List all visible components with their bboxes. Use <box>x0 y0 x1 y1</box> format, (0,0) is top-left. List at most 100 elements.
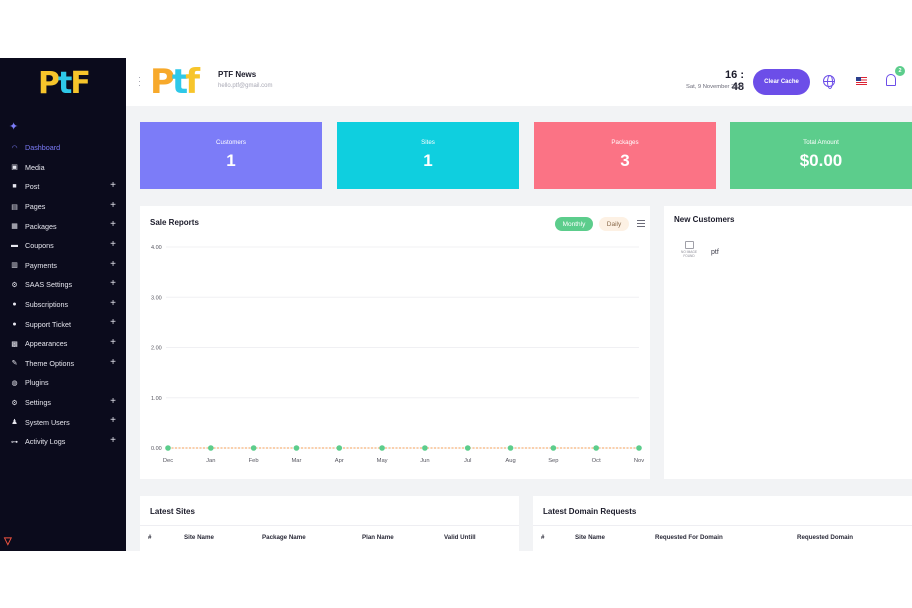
data-point[interactable] <box>379 445 385 451</box>
x-tick-label: Apr <box>335 458 344 464</box>
appearances-icon: ▩ <box>11 340 18 348</box>
data-point[interactable] <box>422 445 428 451</box>
sidebar-item-plugins[interactable]: ◍ Plugins <box>0 373 126 393</box>
sidebar-item-label: Pages <box>25 202 46 212</box>
sale-reports-chart: 0.00 1.00 2.00 3.00 4.00 Dec Jan Feb Mar Apr May Ju… <box>151 245 644 464</box>
expand-plus-icon[interactable]: + <box>110 434 116 446</box>
data-point[interactable] <box>165 445 171 451</box>
x-tick-label: Mar <box>291 458 301 464</box>
expand-plus-icon[interactable]: + <box>110 238 116 250</box>
pushpin-icon[interactable]: ✦ <box>9 121 19 133</box>
data-point[interactable] <box>250 445 257 451</box>
expand-plus-icon[interactable]: + <box>110 317 116 329</box>
tab-monthly[interactable]: Monthly <box>555 217 593 231</box>
payments-icon: ▥ <box>11 262 18 270</box>
expand-plus-icon[interactable]: + <box>110 356 116 368</box>
y-tick-label: 1.00 <box>151 396 162 402</box>
sidebar-item-appearances[interactable]: ▩ Appearances + <box>0 334 126 354</box>
theme-options-icon: ✎ <box>11 360 18 368</box>
y-tick-label: 4.00 <box>151 245 162 251</box>
system-users-icon: ♟ <box>11 419 18 427</box>
site-email: hello.ptf@gmail.com <box>218 83 273 89</box>
sidebar-item-media[interactable]: ▣ Media <box>0 158 126 178</box>
stat-value: $0.00 <box>799 151 843 170</box>
customer-avatar: NO IMAGE FOUND <box>678 241 700 263</box>
stat-value: 1 <box>226 151 236 170</box>
data-point[interactable] <box>507 445 514 451</box>
customer-name[interactable]: ptf <box>711 249 719 256</box>
menu-dots-icon[interactable]: · · · <box>138 72 141 90</box>
subscriptions-icon: ● <box>12 301 17 309</box>
data-point[interactable] <box>464 445 471 451</box>
data-point[interactable] <box>550 445 557 451</box>
x-tick-label: Feb <box>249 458 259 464</box>
top-header: · · · Ptf PTF News hello.ptf@gmail.com 16 … <box>126 58 912 106</box>
sidebar: PtF ✦ ◠ Dashboard ▣ Media ■ Post + ▤ Pages + ▦ Pack… <box>0 58 126 551</box>
stat-card-customers[interactable]: Customers 1 <box>140 122 322 189</box>
us-flag-icon[interactable] <box>856 77 867 85</box>
sidebar-item-saas-settings[interactable]: ⚙ SAAS Settings + <box>0 275 126 295</box>
column-header: Package Name <box>262 534 306 541</box>
sidebar-item-activity-logs[interactable]: ⊶ Activity Logs + <box>0 432 126 452</box>
globe-icon[interactable] <box>823 75 835 89</box>
new-customers-panel: New Customers NO IMAGE FOUND ptf <box>664 206 912 479</box>
stat-card-packages[interactable]: Packages 3 <box>534 122 716 189</box>
stat-label: Packages <box>611 139 639 146</box>
expand-plus-icon[interactable]: + <box>110 258 116 270</box>
data-point[interactable] <box>336 445 343 451</box>
stat-label: Total Amount <box>803 139 839 146</box>
media-icon: ▣ <box>11 164 18 172</box>
y-tick-label: 2.00 <box>151 346 162 352</box>
expand-plus-icon[interactable]: + <box>110 297 116 309</box>
sidebar-item-label: Post <box>25 182 40 192</box>
sidebar-item-post[interactable]: ■ Post + <box>0 177 126 197</box>
bell-icon[interactable] <box>886 74 896 86</box>
sidebar-item-packages[interactable]: ▦ Packages + <box>0 216 126 236</box>
expand-plus-icon[interactable]: + <box>110 415 116 427</box>
sidebar-item-label: Settings <box>25 398 51 408</box>
chart-menu-icon[interactable] <box>637 220 645 227</box>
settings-icon: ⚙ <box>11 399 18 407</box>
laravel-icon: ▽ <box>4 536 12 547</box>
sidebar-item-system-users[interactable]: ♟ System Users + <box>0 412 126 432</box>
new-customers-title: New Customers <box>674 215 735 224</box>
sidebar-item-label: SAAS Settings <box>25 280 73 290</box>
data-point[interactable] <box>636 445 642 451</box>
stat-card-total-amount[interactable]: Total Amount $0.00 <box>730 122 912 189</box>
sidebar-item-coupons[interactable]: ▬ Coupons + <box>0 236 126 256</box>
sidebar-item-label: Plugins <box>25 378 49 388</box>
expand-plus-icon[interactable]: + <box>110 199 116 211</box>
latest-domain-requests-panel: Latest Domain Requests # Site Name Reque… <box>533 496 912 551</box>
sidebar-item-theme-options[interactable]: ✎ Theme Options + <box>0 354 126 374</box>
sidebar-item-settings[interactable]: ⚙ Settings + <box>0 393 126 413</box>
expand-plus-icon[interactable]: + <box>110 278 116 290</box>
data-point[interactable] <box>293 445 300 451</box>
data-point[interactable] <box>593 445 599 451</box>
latest-sites-title: Latest Sites <box>150 507 195 516</box>
sidebar-item-payments[interactable]: ▥ Payments + <box>0 256 126 276</box>
expand-plus-icon[interactable]: + <box>110 180 116 192</box>
sidebar-logo[interactable]: PtF <box>38 66 91 101</box>
sidebar-item-label: Theme Options <box>25 358 75 368</box>
expand-plus-icon[interactable]: + <box>110 336 116 348</box>
y-tick-label: 3.00 <box>151 295 162 301</box>
stat-card-sites[interactable]: Sites 1 <box>337 122 519 189</box>
expand-plus-icon[interactable]: + <box>110 395 116 407</box>
sidebar-item-label: Support Ticket <box>25 319 71 329</box>
sidebar-item-label: System Users <box>25 417 70 427</box>
sidebar-item-label: Coupons <box>25 241 54 251</box>
x-tick-label: Oct <box>592 458 601 464</box>
data-point[interactable] <box>208 445 214 451</box>
column-header: # <box>148 534 152 541</box>
sidebar-item-dashboard[interactable]: ◠ Dashboard <box>0 138 126 158</box>
sidebar-item-support-ticket[interactable]: ● Support Ticket + <box>0 314 126 334</box>
sidebar-item-label: Media <box>25 162 45 172</box>
expand-plus-icon[interactable]: + <box>110 219 116 231</box>
sidebar-item-pages[interactable]: ▤ Pages + <box>0 197 126 217</box>
stat-value: 3 <box>620 151 630 170</box>
y-tick-label: 0.00 <box>151 446 162 452</box>
clear-cache-button[interactable]: Clear Cache <box>753 69 810 95</box>
x-tick-label: May <box>377 458 388 464</box>
sidebar-item-subscriptions[interactable]: ● Subscriptions + <box>0 295 126 315</box>
tab-daily[interactable]: Daily <box>599 217 629 231</box>
